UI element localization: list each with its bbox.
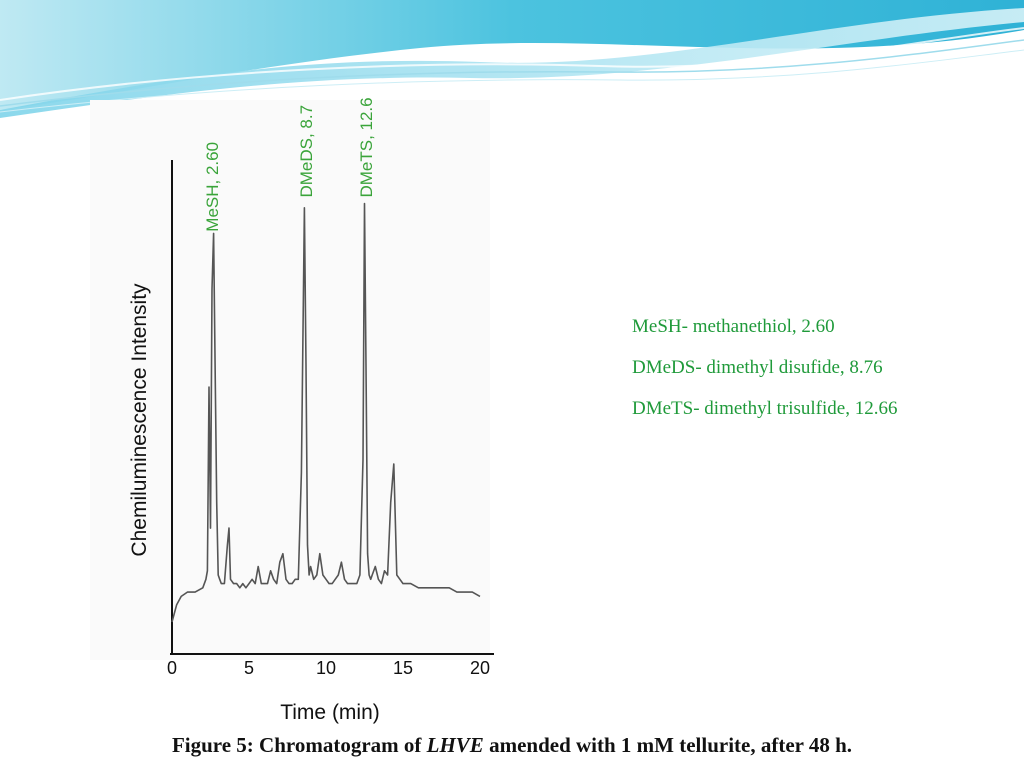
x-tick-label: 0 — [167, 658, 177, 678]
caption-suffix: amended with 1 mM tellurite, after 48 h. — [483, 733, 853, 757]
x-tick-label: 20 — [470, 658, 490, 678]
background-waves — [0, 0, 1024, 118]
legend-entry: DMeDS- dimethyl disufide, 8.76 — [632, 357, 883, 378]
x-axis-title: Time (min) — [280, 701, 380, 724]
peak-annotation: DMeDS, 8.7 — [297, 105, 316, 198]
x-tick-label: 10 — [316, 658, 336, 678]
chromatogram-trace — [171, 202, 481, 623]
peak-annotation: MeSH, 2.60 — [203, 142, 222, 232]
figure-caption: Figure 5: Chromatogram of LHVE amended w… — [0, 733, 1024, 758]
peak-legend: MeSH- methanethiol, 2.60 DMeDS- dimethyl … — [632, 306, 1012, 429]
plot-paper-background — [90, 100, 490, 660]
peak-annotation: DMeTS, 12.6 — [357, 97, 376, 197]
legend-entry: MeSH- methanethiol, 2.60 — [632, 316, 835, 337]
x-tick-label: 15 — [393, 658, 413, 678]
x-tick-label: 5 — [244, 658, 254, 678]
legend-entry: DMeTS- dimethyl trisulfide, 12.66 — [632, 398, 898, 419]
y-axis-title: Chemiluminescence Intensity — [128, 283, 151, 557]
caption-prefix: Figure 5: Chromatogram of — [171, 733, 427, 757]
caption-italic: LHVE — [426, 733, 484, 757]
